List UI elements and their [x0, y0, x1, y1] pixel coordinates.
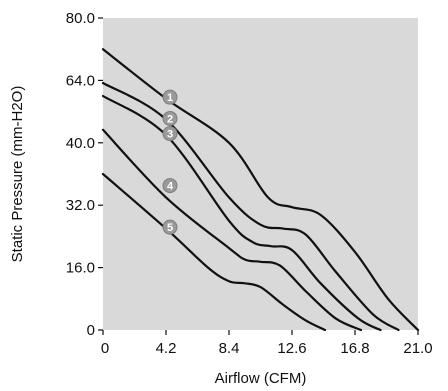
- y-tick-label: 16.0: [66, 260, 95, 277]
- curve-3: [101, 94, 382, 332]
- curve-labels-group: 1 2 3 4 5: [162, 89, 178, 235]
- curve-label-text: 4: [167, 181, 174, 193]
- y-axis-ticks: 0 16.0 32.0 40.0 64.0 80.0: [66, 10, 103, 339]
- x-tick-label: 4.2: [156, 340, 177, 357]
- curve-label-circle: [162, 219, 178, 235]
- curve-label-5: 5: [162, 219, 178, 235]
- curve-label-2: 2: [162, 110, 178, 126]
- curve-4: [101, 128, 363, 332]
- x-tick-label: 8.4: [219, 340, 240, 357]
- x-axis-title: Airflow (CFM): [215, 370, 307, 387]
- y-tick-label: 0: [87, 322, 95, 339]
- plot-area: [103, 18, 418, 330]
- y-tick-label: 64.0: [66, 72, 95, 89]
- curve-label-4: 4: [162, 178, 178, 194]
- y-tick-label: 32.0: [66, 197, 95, 214]
- x-tick-label: 21.0: [403, 340, 432, 357]
- curve-2: [101, 81, 400, 332]
- curve-label-text: 1: [167, 92, 173, 104]
- x-tick-label: 12.6: [277, 340, 306, 357]
- curve-label-text: 5: [167, 222, 173, 234]
- y-tick-label: 40.0: [66, 135, 95, 152]
- x-axis-ticks: 0 4.2 8.4 12.6 16.8 21.0: [101, 330, 433, 357]
- curve-1: [101, 48, 420, 332]
- curve-label-circle: [162, 89, 178, 105]
- curve-label-1: 1: [162, 89, 178, 105]
- curve-label-circle: [162, 126, 178, 142]
- curve-label-text: 2: [167, 113, 173, 125]
- y-axis-title: Static Pressure (mm-H2O): [9, 86, 26, 263]
- x-tick-label: 0: [101, 340, 109, 357]
- x-tick-label: 16.8: [340, 340, 369, 357]
- curve-label-circle: [162, 110, 178, 126]
- curve-label-3: 3: [162, 126, 178, 142]
- y-tick-label: 80.0: [66, 10, 95, 27]
- curve-label-circle: [162, 178, 178, 194]
- curve-label-text: 3: [167, 129, 173, 141]
